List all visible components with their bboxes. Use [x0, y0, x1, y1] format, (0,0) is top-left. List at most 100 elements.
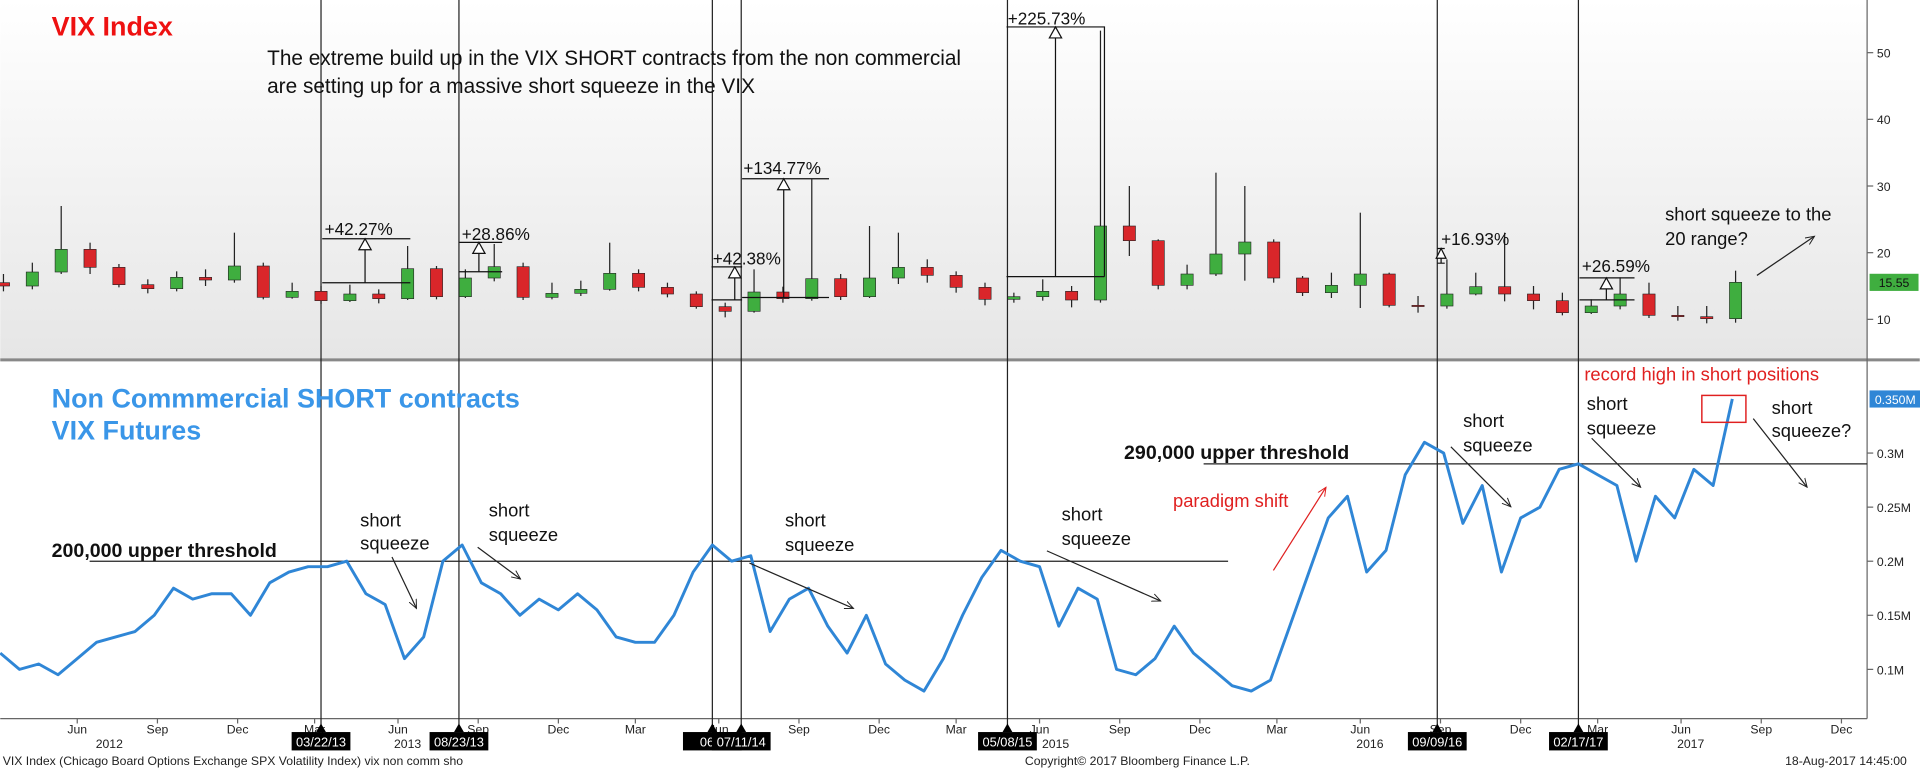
candle-body	[545, 293, 559, 298]
annotation: squeeze	[1062, 528, 1131, 549]
candle-body	[978, 287, 992, 300]
candle-body	[834, 278, 848, 297]
annotation: short	[1463, 410, 1504, 431]
candle-body	[1382, 273, 1396, 306]
event-box	[291, 732, 351, 751]
last-value-tag	[1869, 390, 1920, 408]
annotation: squeeze	[1587, 418, 1656, 439]
event-pointer	[316, 723, 326, 733]
candle-body	[1555, 300, 1569, 313]
candle-body	[285, 291, 299, 298]
candle-body	[574, 289, 588, 294]
candle-body	[1238, 241, 1252, 255]
x-tick-label: Sep	[1109, 722, 1131, 736]
candle-body	[920, 267, 934, 276]
year-label: 2012	[96, 737, 123, 751]
x-tick-label: Jun	[67, 722, 87, 736]
event-label: 08/23/13	[434, 735, 484, 750]
x-tick-label: Sep	[147, 722, 169, 736]
event-label: 02/17/17	[1553, 735, 1603, 750]
candle-body	[1007, 296, 1021, 300]
x-tick-label: Dec	[548, 722, 570, 736]
candle-body	[170, 277, 184, 289]
candle-body	[141, 284, 155, 289]
x-tick-label: Sep	[1750, 722, 1772, 736]
x-tick-label: Dec	[1510, 722, 1532, 736]
y-tick-label: 40	[1877, 113, 1891, 127]
x-tick-label: Jun	[388, 722, 408, 736]
last-price-tag	[1869, 273, 1919, 291]
event-label: 03/22/13	[296, 735, 346, 750]
candle-body	[1065, 291, 1079, 301]
change-label: +16.93%	[1441, 229, 1509, 249]
event-box	[978, 732, 1037, 751]
candle-body	[199, 277, 212, 281]
y-tick-label: 50	[1877, 47, 1891, 61]
candle-body	[949, 275, 963, 288]
candle-body	[632, 273, 646, 288]
candle-body	[689, 293, 703, 307]
candle-body	[1440, 293, 1454, 307]
annotation: short	[489, 500, 530, 521]
candle-body	[1469, 286, 1483, 295]
x-tick-label: Jun	[1350, 722, 1370, 736]
candle-body	[516, 266, 530, 298]
annotation-arrows	[391, 236, 1814, 608]
candle-body	[54, 249, 68, 273]
year-label: 2016	[1356, 737, 1383, 751]
candle-body	[1729, 282, 1743, 319]
event-label: 05/08/15	[982, 735, 1032, 750]
bottom-panel-bg	[0, 361, 1868, 719]
brackets	[322, 25, 1635, 301]
annotation: record high in short positions	[1584, 364, 1819, 385]
event-pointer	[1002, 723, 1013, 733]
candle-body	[25, 271, 39, 287]
x-tick-label: Mar	[946, 722, 967, 736]
candle-body	[1209, 253, 1223, 275]
annotation: short	[360, 509, 401, 530]
footer-right: 18-Aug-2017 14:45:00	[1785, 754, 1907, 768]
candle-body	[1584, 305, 1598, 313]
y-tick-label: 0.2M	[1877, 555, 1904, 569]
candle-body	[747, 291, 761, 312]
event-box	[1407, 732, 1467, 751]
annotation: short	[785, 509, 826, 530]
year-label: 2017	[1677, 737, 1704, 751]
event-box	[429, 732, 489, 751]
candle-body	[343, 293, 357, 301]
threshold-label: 200,000 upper threshold	[52, 540, 277, 562]
callout: 20 range?	[1665, 228, 1748, 249]
x-tick-label: Dec	[227, 722, 249, 736]
candle-body	[112, 267, 126, 285]
last-value-label: 0.350M	[1875, 393, 1916, 407]
y-tick-label: 10	[1877, 313, 1891, 327]
x-tick-label: Mar	[625, 722, 646, 736]
footer-left: VIX Index (Chicago Board Options Exchang…	[3, 754, 464, 768]
bottom-title: Non Commmercial SHORT contracts	[52, 384, 520, 414]
year-label: 2013	[394, 737, 421, 751]
threshold-label: 290,000 upper threshold	[1124, 442, 1349, 464]
note-line: The extreme build up in the VIX SHORT co…	[267, 47, 961, 70]
event-pointer	[1432, 723, 1443, 733]
candle-body	[1671, 315, 1685, 317]
last-price-label: 15.55	[1879, 276, 1910, 290]
annotation: paradigm shift	[1173, 490, 1288, 511]
candle-body	[1498, 286, 1512, 295]
x-tick-label: Dec	[868, 722, 890, 736]
candle-body	[1151, 240, 1165, 286]
event-box	[1549, 732, 1608, 751]
y-tick-label: 0.25M	[1877, 501, 1911, 515]
candle-body	[1036, 291, 1050, 297]
change-label: +26.59%	[1582, 256, 1650, 276]
candle-body	[1325, 285, 1338, 293]
candle-body	[603, 273, 617, 290]
candle-body	[1642, 293, 1656, 316]
y-tick-label: 0.1M	[1877, 663, 1904, 677]
change-label: +42.38%	[713, 248, 781, 268]
y-tick-label: 20	[1877, 247, 1891, 261]
candle-body	[314, 291, 328, 301]
candle-body	[401, 268, 415, 299]
change-label: +134.77%	[743, 158, 821, 178]
candle-body	[891, 267, 905, 279]
